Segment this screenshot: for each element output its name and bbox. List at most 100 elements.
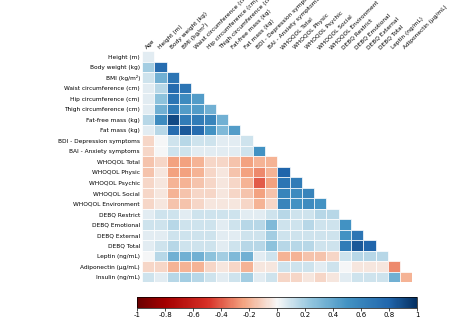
Bar xyxy=(375,262,388,272)
Bar xyxy=(155,156,167,167)
Bar xyxy=(240,209,253,220)
Bar xyxy=(265,230,277,240)
Bar xyxy=(204,272,216,282)
Bar xyxy=(339,272,351,282)
Bar xyxy=(142,135,155,146)
Bar xyxy=(240,188,253,198)
Bar xyxy=(204,156,216,167)
Bar xyxy=(277,272,290,282)
Bar xyxy=(191,167,204,178)
Bar xyxy=(204,188,216,198)
Bar xyxy=(314,262,327,272)
Bar xyxy=(142,220,155,230)
Bar xyxy=(191,220,204,230)
Bar xyxy=(228,220,240,230)
Bar xyxy=(216,125,228,135)
Bar xyxy=(290,198,302,209)
Bar xyxy=(191,251,204,262)
Bar xyxy=(339,230,351,240)
Bar xyxy=(253,240,265,251)
Bar xyxy=(204,104,216,114)
Bar xyxy=(351,262,363,272)
Bar xyxy=(142,125,155,135)
Bar xyxy=(265,262,277,272)
Bar xyxy=(191,104,204,114)
Bar xyxy=(204,230,216,240)
Bar xyxy=(265,156,277,167)
Bar xyxy=(314,220,327,230)
Bar xyxy=(290,178,302,188)
Bar xyxy=(290,272,302,282)
Bar xyxy=(179,272,191,282)
Bar xyxy=(228,272,240,282)
Bar xyxy=(228,156,240,167)
Bar xyxy=(179,230,191,240)
Bar xyxy=(179,251,191,262)
Bar xyxy=(253,209,265,220)
Bar xyxy=(265,188,277,198)
Bar xyxy=(228,251,240,262)
Bar xyxy=(204,167,216,178)
Bar xyxy=(351,240,363,251)
Bar xyxy=(179,220,191,230)
Bar xyxy=(155,198,167,209)
Bar xyxy=(167,93,179,104)
Bar xyxy=(240,156,253,167)
Bar xyxy=(204,114,216,125)
Bar xyxy=(167,209,179,220)
Bar xyxy=(142,83,155,93)
Bar xyxy=(302,209,314,220)
Bar xyxy=(253,188,265,198)
Bar xyxy=(155,178,167,188)
Bar xyxy=(142,156,155,167)
Bar xyxy=(167,188,179,198)
Bar xyxy=(290,262,302,272)
Bar xyxy=(302,220,314,230)
Bar xyxy=(142,72,155,83)
Bar xyxy=(179,262,191,272)
Bar xyxy=(155,262,167,272)
Bar xyxy=(253,272,265,282)
Bar xyxy=(191,114,204,125)
Bar xyxy=(302,198,314,209)
Bar xyxy=(155,93,167,104)
Bar xyxy=(155,230,167,240)
Bar xyxy=(339,220,351,230)
Bar xyxy=(216,135,228,146)
Bar xyxy=(191,93,204,104)
Bar xyxy=(155,167,167,178)
Bar xyxy=(351,272,363,282)
Bar xyxy=(277,220,290,230)
Bar xyxy=(265,178,277,188)
Bar xyxy=(375,251,388,262)
Bar xyxy=(204,240,216,251)
Bar xyxy=(204,198,216,209)
Bar xyxy=(204,125,216,135)
Bar xyxy=(179,93,191,104)
Bar xyxy=(240,167,253,178)
Bar xyxy=(351,230,363,240)
Bar xyxy=(228,135,240,146)
Bar xyxy=(155,220,167,230)
Bar xyxy=(167,125,179,135)
Bar xyxy=(302,272,314,282)
Bar xyxy=(142,251,155,262)
Bar xyxy=(167,156,179,167)
Bar xyxy=(228,146,240,156)
Bar xyxy=(191,209,204,220)
Bar xyxy=(142,62,155,72)
Bar xyxy=(265,220,277,230)
Bar xyxy=(167,146,179,156)
Bar xyxy=(155,272,167,282)
Bar xyxy=(327,209,339,220)
Bar xyxy=(327,262,339,272)
Bar xyxy=(290,209,302,220)
Bar xyxy=(179,83,191,93)
Bar xyxy=(253,262,265,272)
Bar xyxy=(290,220,302,230)
Bar xyxy=(167,198,179,209)
Bar xyxy=(179,114,191,125)
Bar xyxy=(179,125,191,135)
Bar xyxy=(375,272,388,282)
Bar xyxy=(302,230,314,240)
